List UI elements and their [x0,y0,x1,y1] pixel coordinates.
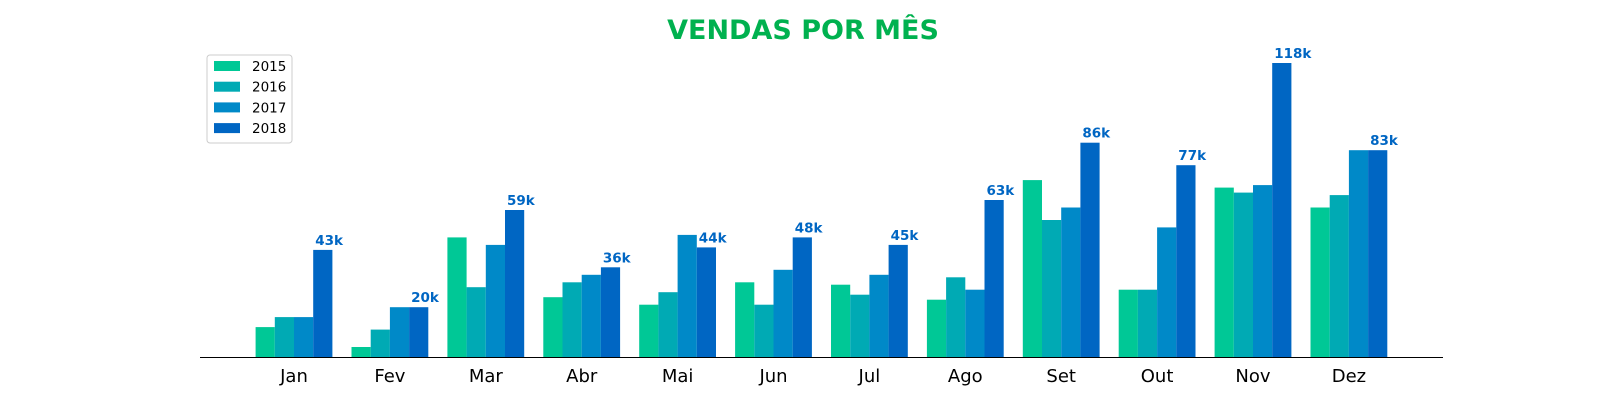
x-tick-mai: Mai [662,366,694,387]
bar-2015-nov [1214,187,1234,357]
legend: 2015 2016 2017 2018 [206,54,293,144]
data-label-jan: 43k [315,233,344,249]
x-tick-fev: Fev [374,366,405,387]
bar-2017-jun [773,269,793,357]
legend-frame [206,54,293,144]
x-tick-nov: Nov [1235,366,1270,387]
bar-2015-jun [735,282,755,357]
data-label-abr: 36k [603,250,632,266]
bar-2015-jan [255,327,275,357]
bar-2016-out [1137,289,1158,357]
data-label-jun: 48k [795,220,824,236]
bar-2017-fev [389,307,410,357]
bar-2015-fev [351,347,371,357]
data-label-jul: 45k [891,228,920,244]
bar-2016-fev [370,329,390,357]
bar-2018-set [1080,142,1100,357]
data-label-set: 86k [1082,126,1111,142]
bar-2015-jul [831,284,851,357]
x-tick-dez: Dez [1332,366,1366,387]
x-tick-jul: Jul [858,366,881,387]
bar-2016-mar [466,287,486,357]
bar-2015-abr [543,297,563,357]
bar-2018-abr [600,267,621,357]
bar-2016-nov [1233,192,1253,357]
legend-swatch-2016 [214,81,240,92]
legend-label-2017: 2017 [252,100,286,116]
bar-2017-mai [677,234,697,357]
bar-2018-jul [888,244,908,357]
data-label-nov: 118k [1274,46,1312,62]
bar-2018-nov [1272,63,1292,357]
bar-2017-out [1157,227,1177,357]
bar-2017-dez [1348,150,1369,357]
x-tick-set: Set [1046,366,1076,387]
data-label-fev: 20k [411,290,440,306]
bar-2016-jan [274,317,294,357]
legend-label-2015: 2015 [252,59,286,75]
legend-swatch-2015 [214,61,240,71]
bar-2018-fev [409,307,429,357]
bar-2015-out [1118,289,1138,357]
bar-2016-set [1042,220,1062,357]
bar-2016-jun [754,304,774,357]
legend-label-2016: 2016 [252,80,286,96]
data-label-out: 77k [1178,148,1207,164]
data-label-dez: 83k [1370,133,1399,149]
x-tick-out: Out [1141,366,1174,387]
bar-2015-dez [1310,207,1330,357]
bar-2016-abr [562,282,582,357]
chart-title: VENDAS POR MÊS [667,14,939,46]
bar-2017-set [1061,207,1081,357]
bars-group [255,63,1388,357]
bar-2018-ago [984,200,1004,357]
bar-2015-set [1022,180,1042,357]
x-tick-abr: Abr [566,366,598,387]
legend-swatch-2018 [214,123,240,134]
bar-2017-ago [965,289,985,357]
bar-2016-ago [946,277,966,357]
bar-2018-mar [505,210,525,357]
bar-2018-mai [696,247,716,357]
bar-2016-jul [850,294,870,357]
x-tick-labels: Jan Fev Mar Abr Mai Jun Jul Ago Set Out Nov Dez [279,366,1366,387]
data-labels-group: 43k 20k 59k 36k 44k 48k 45k 63k 86k 77k 118k 83k [315,46,1399,306]
legend-swatch-2017 [214,102,240,113]
legend-label-2018: 2018 [252,121,286,137]
bar-2015-mai [639,304,659,357]
bar-2017-nov [1253,185,1273,357]
bar-2015-mar [447,237,467,357]
bar-2018-jan [313,249,333,357]
data-label-mai: 44k [699,230,728,246]
bar-2016-dez [1329,195,1349,357]
x-tick-jun: Jun [758,366,787,387]
bar-2017-abr [581,274,601,357]
x-tick-mar: Mar [469,366,504,387]
bar-2018-dez [1368,150,1388,357]
bar-2015-ago [926,299,947,357]
bar-2017-jul [869,274,889,357]
bar-2017-mar [485,244,505,357]
data-label-mar: 59k [507,193,536,209]
data-label-ago: 63k [987,183,1016,199]
x-tick-ago: Ago [948,366,983,387]
bar-2018-out [1176,165,1196,357]
bar-2017-jan [294,317,314,357]
bar-2018-jun [792,237,812,357]
bar-2016-mai [658,292,678,357]
x-tick-jan: Jan [279,366,308,387]
